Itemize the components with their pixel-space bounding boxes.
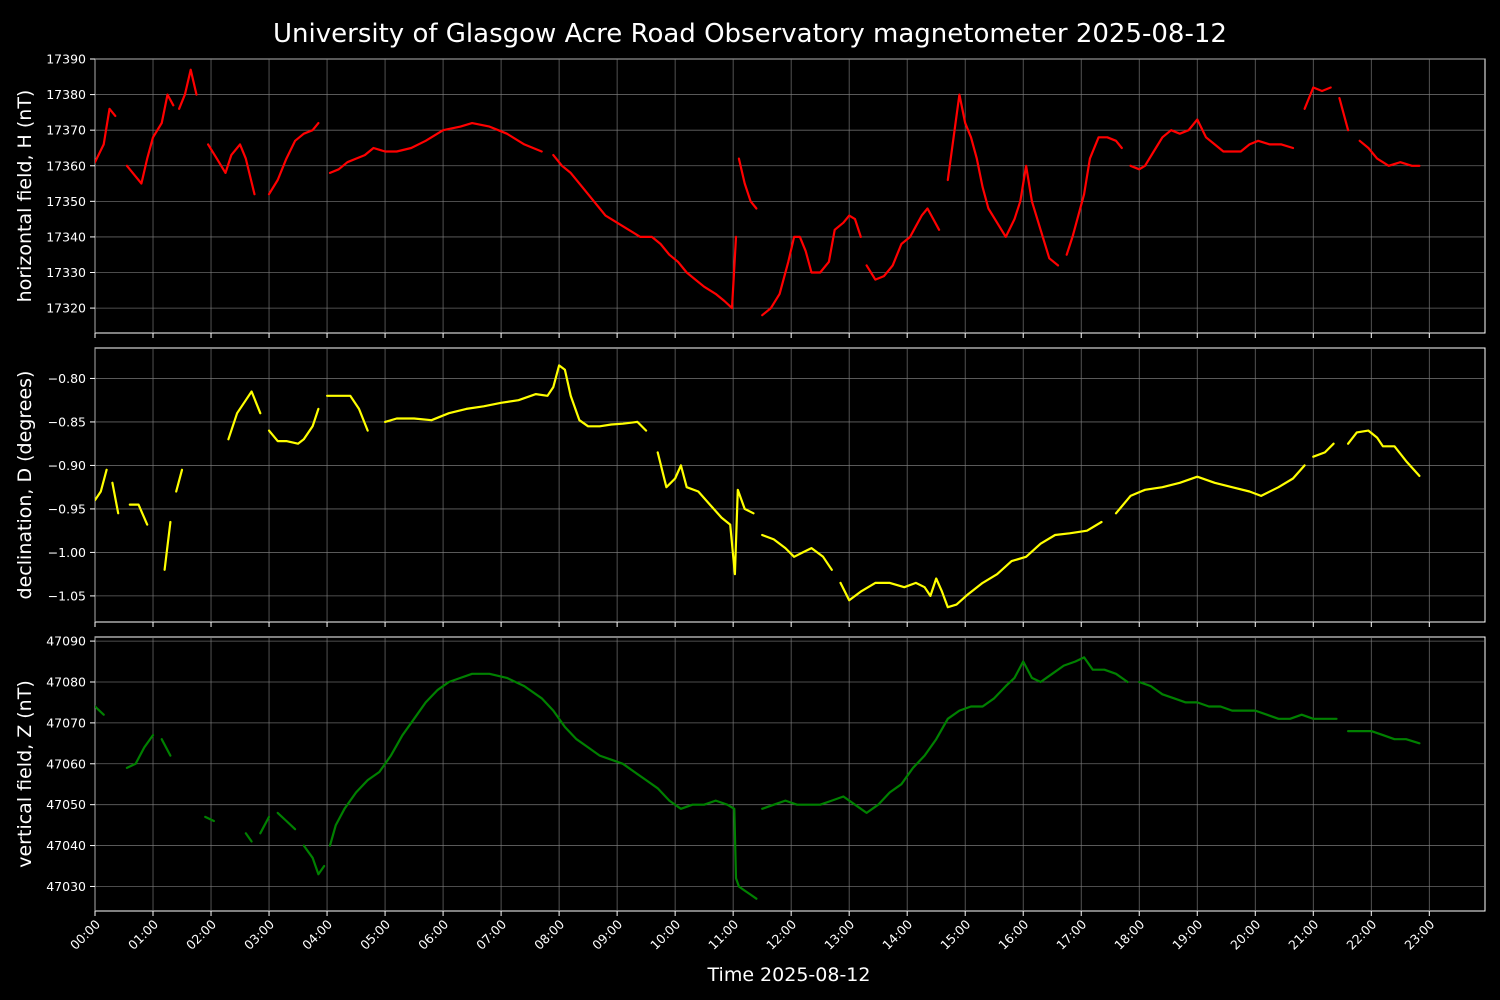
y-tick-label: 47080 bbox=[46, 674, 86, 689]
y-tick-label: −1.05 bbox=[48, 588, 86, 603]
y-tick-label: 47040 bbox=[46, 838, 86, 853]
series-line bbox=[125, 93, 175, 185]
y-tick-label: −0.80 bbox=[48, 371, 86, 386]
series-line bbox=[207, 143, 256, 196]
y-tick-label: 17330 bbox=[46, 265, 86, 280]
plot-area bbox=[94, 58, 1486, 334]
series-line bbox=[259, 815, 271, 835]
series-line bbox=[125, 734, 155, 769]
series-line bbox=[1129, 118, 1295, 171]
y-tick-label: 47090 bbox=[46, 634, 86, 649]
y-axis-title: vertical field, Z (nT) bbox=[14, 680, 36, 868]
y-axis-title: declination, D (degrees) bbox=[14, 371, 36, 600]
series-line bbox=[227, 390, 262, 441]
series-line bbox=[326, 394, 369, 432]
series-line bbox=[95, 468, 108, 502]
series-line bbox=[204, 815, 215, 823]
y-tick-label: 17370 bbox=[46, 123, 86, 138]
y-tick-label: 47030 bbox=[46, 879, 86, 894]
series-line bbox=[267, 407, 320, 445]
x-axis-title: Time 2025-08-12 bbox=[707, 964, 871, 986]
series-line bbox=[128, 503, 149, 526]
y-tick-label: 47070 bbox=[46, 715, 86, 730]
y-tick-label: 17320 bbox=[46, 301, 86, 316]
y-tick-label: 17380 bbox=[46, 87, 86, 102]
chart-title: University of Glasgow Acre Road Observat… bbox=[273, 19, 1227, 49]
series-line bbox=[1358, 139, 1421, 167]
y-tick-label: 47060 bbox=[46, 756, 86, 771]
panel-3: 47030 47040 47050 47060 47070 47080 47090 verti… bbox=[14, 634, 1486, 916]
y-tick-label: −1.00 bbox=[48, 545, 86, 560]
series-line bbox=[111, 481, 120, 515]
y-tick-label: 17390 bbox=[46, 52, 86, 67]
series-line bbox=[761, 656, 1129, 814]
series-line bbox=[163, 520, 172, 571]
series-line bbox=[552, 154, 738, 310]
series-line bbox=[946, 93, 1060, 267]
series-line bbox=[737, 157, 758, 210]
series-line bbox=[267, 122, 320, 196]
series-line bbox=[276, 811, 297, 831]
series bbox=[95, 364, 1421, 609]
y-axis-title: horizontal field, H (nT) bbox=[14, 90, 36, 303]
series-line bbox=[761, 214, 862, 317]
series-line bbox=[1303, 86, 1332, 110]
y-tick-label: −0.85 bbox=[48, 414, 86, 429]
y-tick-label: −0.90 bbox=[48, 458, 86, 473]
series-line bbox=[328, 122, 543, 174]
series bbox=[95, 68, 1421, 317]
y-tick-label: 17340 bbox=[46, 229, 86, 244]
series-line bbox=[160, 738, 172, 757]
panel-2: −0.80 −0.85 −0.90 −0.95 −1.00 −1.05 declinatio… bbox=[14, 347, 1486, 627]
series-line bbox=[384, 364, 648, 432]
series-line bbox=[302, 844, 326, 876]
series-line bbox=[865, 207, 941, 281]
plot-area bbox=[94, 636, 1486, 912]
series-line bbox=[244, 832, 253, 843]
series-line bbox=[175, 468, 184, 493]
y-tick-label: 17350 bbox=[46, 194, 86, 209]
series-line bbox=[656, 451, 755, 576]
panel-1: 17320 17330 17340 17350 17360 17370 17380 17390… bbox=[14, 52, 1486, 338]
series-line bbox=[839, 520, 1103, 609]
series-line bbox=[1347, 429, 1421, 477]
y-tick-label: 47050 bbox=[46, 797, 86, 812]
panels: 17320 17330 17340 17350 17360 17370 17380 17390… bbox=[14, 52, 1486, 953]
y-tick-label: 17360 bbox=[46, 158, 86, 173]
series-line bbox=[1312, 442, 1335, 458]
y-tick-label: −0.95 bbox=[48, 501, 86, 516]
series-line bbox=[1138, 680, 1338, 720]
series-line bbox=[1114, 464, 1306, 515]
series-line bbox=[178, 68, 198, 110]
series-line bbox=[95, 705, 105, 716]
series bbox=[95, 656, 1421, 900]
series-line bbox=[761, 533, 833, 571]
series-line bbox=[1347, 730, 1421, 745]
series-line bbox=[1065, 136, 1123, 256]
plot-area bbox=[94, 347, 1486, 623]
series-line bbox=[95, 107, 117, 164]
series-line bbox=[328, 672, 758, 900]
series-line bbox=[1338, 97, 1350, 132]
